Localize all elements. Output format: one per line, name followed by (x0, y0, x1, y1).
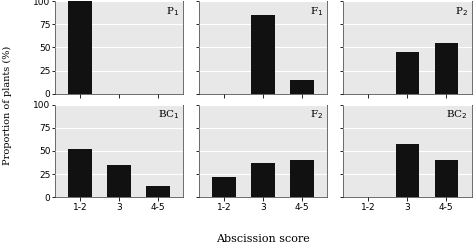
Text: F$_1$: F$_1$ (310, 5, 324, 18)
Bar (251, 15, 275, 94)
Text: P$_2$: P$_2$ (455, 5, 468, 18)
Text: Abscission score: Abscission score (216, 234, 310, 244)
Bar (396, 144, 419, 197)
Text: BC$_1$: BC$_1$ (158, 109, 179, 121)
Bar (107, 165, 130, 197)
Text: Proportion of plants (%): Proportion of plants (%) (2, 46, 12, 165)
Bar (396, 52, 419, 94)
Bar (435, 160, 458, 197)
Bar (68, 149, 91, 197)
Bar (68, 1, 91, 94)
Bar (291, 160, 314, 197)
Bar (291, 80, 314, 94)
Bar (435, 43, 458, 94)
Text: F$_2$: F$_2$ (310, 109, 324, 121)
Bar (251, 163, 275, 197)
Bar (212, 177, 236, 197)
Text: BC$_2$: BC$_2$ (446, 109, 468, 121)
Text: P$_1$: P$_1$ (166, 5, 179, 18)
Bar (146, 186, 170, 197)
